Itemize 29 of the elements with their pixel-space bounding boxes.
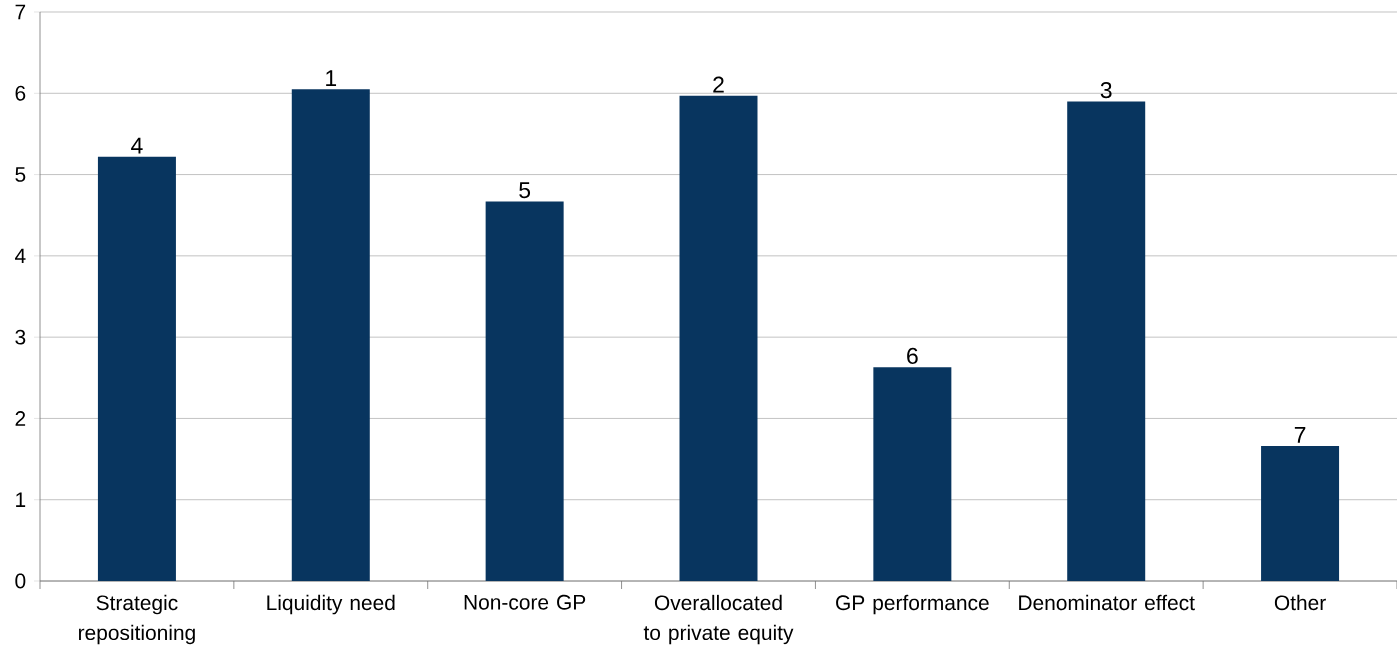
annotation: 3 xyxy=(1100,81,1112,99)
bar xyxy=(679,95,758,581)
annotation: 4 xyxy=(131,137,143,154)
bar xyxy=(1067,101,1146,581)
y-tick-label: 4 xyxy=(15,248,26,264)
annotation: 6 xyxy=(907,347,918,365)
x-tick-label: GP performance xyxy=(836,594,989,615)
y-tick-label: 1 xyxy=(16,492,26,507)
x-tick-label: Other xyxy=(1274,594,1326,611)
x-tick-label: Non-core GP xyxy=(464,594,586,610)
y-tick-label: 0 xyxy=(15,573,26,589)
bar xyxy=(1261,446,1340,581)
y-tick-label: 5 xyxy=(15,167,26,182)
y-tick-label: 2 xyxy=(15,411,26,426)
annotation: 5 xyxy=(519,182,531,199)
annotation: 7 xyxy=(1294,427,1306,443)
bar xyxy=(291,89,370,581)
x-tick-label: Denominator effect xyxy=(1019,594,1195,611)
x-tick-label: Overallocated to private equity xyxy=(643,594,794,645)
annotation: 2 xyxy=(713,76,724,93)
bar xyxy=(97,156,176,581)
y-tick-label: 7 xyxy=(15,4,26,20)
y-tick-label: 6 xyxy=(15,85,26,101)
x-tick-label: Liquidity need xyxy=(267,594,395,615)
bar xyxy=(485,201,564,581)
y-tick-label: 3 xyxy=(15,329,26,345)
x-tick-label: Strategic repositioning xyxy=(79,594,195,645)
annotation: 1 xyxy=(326,70,337,87)
bar xyxy=(873,367,952,581)
